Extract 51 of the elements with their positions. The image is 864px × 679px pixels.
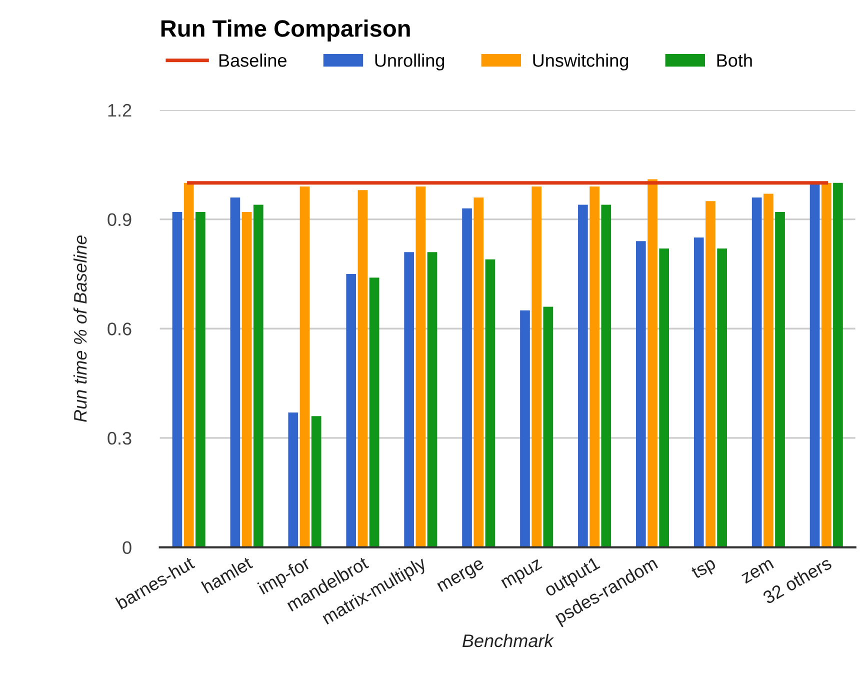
bar (311, 416, 322, 548)
legend-label: Unrolling (375, 54, 444, 70)
bar (578, 204, 588, 548)
bar (184, 182, 194, 548)
bar (369, 278, 380, 548)
bar (416, 186, 426, 548)
bar (648, 179, 658, 548)
bar (636, 241, 646, 548)
x-tick-label: mpuz (501, 558, 544, 592)
bar (763, 194, 774, 548)
bar (543, 306, 554, 548)
bar (717, 248, 727, 548)
bar (775, 212, 785, 548)
bar (462, 208, 472, 548)
x-tick-label: zem (741, 559, 774, 584)
chart-title: Run Time Comparison (161, 20, 410, 42)
x-axis-title: Benchmark (462, 634, 554, 648)
bar (659, 248, 670, 548)
y-tick-label: 0.9 (108, 213, 132, 226)
legend-label: Baseline (219, 54, 286, 67)
bar (172, 212, 182, 548)
bar (230, 197, 240, 548)
bar (242, 212, 252, 548)
y-tick-label: 0.3 (108, 432, 132, 445)
bar (706, 201, 716, 548)
x-tick-label: tsp (690, 557, 718, 582)
y-tick-label: 1.2 (108, 104, 132, 117)
bar (821, 182, 832, 548)
bar (752, 197, 762, 548)
bar (590, 186, 600, 548)
bar (427, 252, 438, 548)
bar (253, 204, 264, 548)
y-axis-title: Run time % of Baseline (73, 235, 87, 422)
legend-label: Unswitching (533, 54, 628, 70)
bar (358, 190, 368, 548)
bar (601, 204, 612, 548)
bar (346, 274, 356, 548)
bar (474, 197, 484, 548)
bar (520, 310, 530, 548)
bar (300, 186, 310, 548)
bar (833, 182, 843, 548)
y-tick-label: 0 (122, 541, 132, 554)
bar (694, 238, 704, 548)
bar (532, 186, 542, 548)
bar (404, 252, 414, 548)
y-tick-label: 0.6 (108, 322, 132, 336)
bar (195, 212, 206, 548)
bar (810, 182, 820, 548)
bar (485, 259, 496, 548)
bar (288, 412, 298, 548)
legend-label: Both (717, 54, 752, 67)
